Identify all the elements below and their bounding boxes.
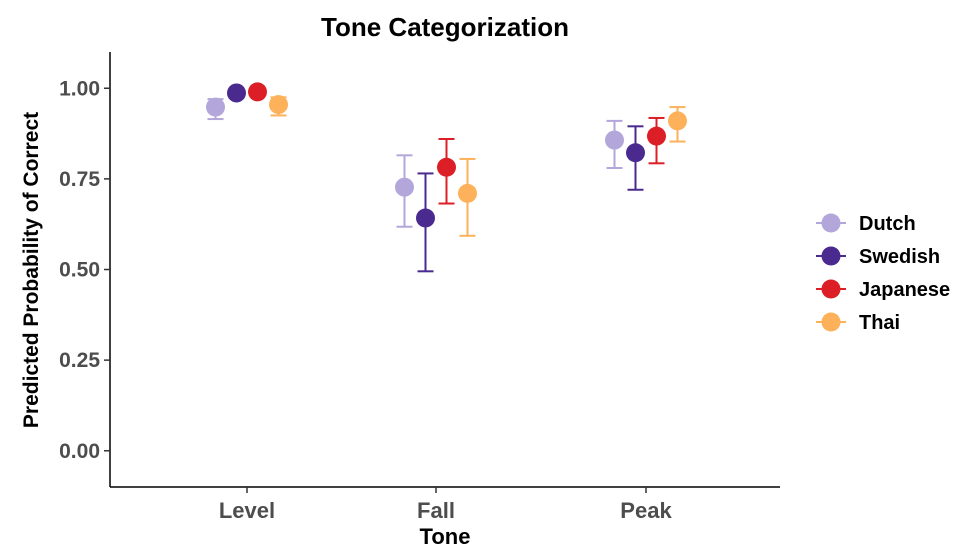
data-point bbox=[458, 183, 477, 203]
legend-key-marker bbox=[821, 246, 841, 266]
data-point bbox=[248, 82, 267, 102]
legend-label: Swedish bbox=[859, 246, 940, 268]
data-point-group bbox=[206, 97, 225, 121]
data-marks bbox=[206, 82, 687, 273]
data-point-group bbox=[437, 138, 456, 205]
y-tick-label: 0.00 bbox=[59, 440, 100, 463]
legend-label: Dutch bbox=[859, 213, 916, 235]
data-point-group bbox=[416, 172, 435, 273]
legend-key-marker bbox=[821, 213, 841, 233]
y-tick-label: 0.75 bbox=[59, 168, 100, 191]
y-axis-label: Predicted Probability of Correct bbox=[20, 112, 43, 428]
data-point bbox=[206, 97, 225, 117]
legend-key-marker bbox=[821, 279, 841, 299]
legend-key-marker bbox=[821, 312, 841, 332]
legend-label: Thai bbox=[859, 312, 900, 334]
axes: 0.00 0.25 0.50 0.75 1.00 Level Fall Peak bbox=[59, 52, 780, 523]
y-tick-label: 0.25 bbox=[59, 349, 100, 372]
data-point bbox=[668, 111, 687, 131]
legend: Dutch Swedish Japanese Thai bbox=[816, 213, 950, 334]
data-point bbox=[437, 157, 456, 177]
data-point-group bbox=[626, 125, 645, 191]
data-point-group bbox=[458, 157, 477, 237]
data-point bbox=[227, 83, 246, 103]
data-point-group bbox=[395, 154, 414, 228]
data-point bbox=[416, 208, 435, 228]
data-point-group bbox=[647, 116, 666, 165]
data-point bbox=[395, 177, 414, 197]
y-tick-label: 0.50 bbox=[59, 259, 100, 282]
data-point-group bbox=[248, 82, 267, 102]
data-point-group bbox=[605, 119, 624, 169]
data-point-group bbox=[269, 95, 288, 117]
data-point bbox=[269, 95, 288, 115]
x-tick-label: Level bbox=[219, 498, 275, 523]
data-point bbox=[647, 126, 666, 146]
data-point bbox=[626, 143, 645, 163]
x-tick-label: Peak bbox=[620, 498, 672, 523]
data-point bbox=[605, 130, 624, 150]
data-point-group bbox=[227, 83, 246, 103]
x-axis-label: Tone bbox=[420, 524, 471, 549]
data-point-group bbox=[668, 106, 687, 143]
legend-label: Japanese bbox=[859, 279, 950, 301]
chart-title: Tone Categorization bbox=[321, 12, 569, 42]
y-tick-label: 1.00 bbox=[59, 77, 100, 100]
x-tick-label: Fall bbox=[417, 498, 455, 523]
